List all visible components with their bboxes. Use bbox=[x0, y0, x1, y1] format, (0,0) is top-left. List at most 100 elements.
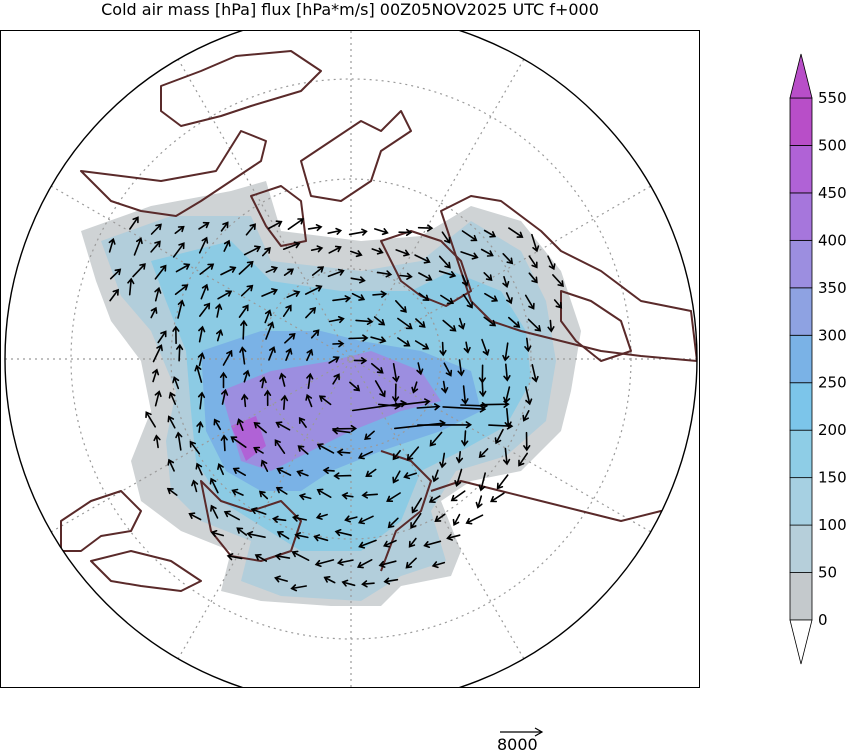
flux-vector bbox=[372, 290, 388, 298]
flux-vector bbox=[210, 530, 224, 537]
flux-vector bbox=[297, 445, 309, 455]
flux-vector bbox=[502, 276, 510, 288]
flux-vector bbox=[411, 381, 419, 394]
flux-vector bbox=[226, 553, 243, 561]
coastline-canada-archipelago bbox=[250, 185, 307, 247]
flux-vector bbox=[284, 332, 296, 344]
flux-vector bbox=[408, 537, 417, 548]
flux-vector bbox=[327, 268, 345, 278]
flux-vector bbox=[479, 381, 487, 398]
flux-vector bbox=[250, 507, 267, 515]
flux-vector bbox=[508, 227, 524, 238]
flux-vector bbox=[194, 364, 203, 383]
flux-vector bbox=[398, 228, 413, 236]
colorbar-extend-max bbox=[789, 53, 813, 99]
flux-vector bbox=[452, 513, 461, 526]
flux-vector bbox=[417, 421, 473, 429]
flux-vector bbox=[333, 472, 352, 480]
flux-vector bbox=[276, 467, 292, 476]
flux-vector bbox=[285, 347, 293, 361]
flux-vector bbox=[231, 488, 244, 496]
flux-vector bbox=[253, 446, 264, 454]
flux-vector bbox=[446, 533, 461, 541]
flux-vector bbox=[475, 495, 483, 509]
coastline-north-america bbox=[160, 50, 322, 127]
flux-vector bbox=[417, 224, 434, 232]
flux-vector bbox=[199, 302, 211, 317]
latitude-ring bbox=[170, 178, 532, 540]
flux-vector bbox=[153, 434, 161, 449]
flux-vector bbox=[177, 299, 185, 319]
flux-vector bbox=[294, 532, 309, 540]
flux-vector bbox=[323, 576, 336, 584]
flux-vector bbox=[490, 492, 505, 503]
flux-vector bbox=[322, 466, 335, 475]
flux-vector bbox=[378, 560, 397, 568]
flux-vector bbox=[358, 539, 377, 549]
flux-vector bbox=[195, 462, 203, 476]
flux-vector bbox=[371, 362, 384, 374]
flux-vector bbox=[253, 421, 267, 434]
flux-vector bbox=[296, 469, 309, 477]
meridian-line bbox=[50, 185, 652, 533]
flux-vector bbox=[166, 487, 178, 496]
flux-vector bbox=[496, 474, 509, 490]
colorbar-tick-label: 450 bbox=[818, 184, 847, 202]
flux-vector bbox=[455, 451, 464, 464]
flux-vector bbox=[196, 420, 204, 433]
flux-vector bbox=[524, 337, 532, 353]
flux-vector bbox=[243, 369, 251, 383]
flux-vector bbox=[411, 497, 422, 514]
flux-vector bbox=[292, 514, 307, 522]
flux-vector bbox=[215, 303, 223, 318]
flux-vector bbox=[191, 479, 199, 493]
flux-vector bbox=[410, 512, 422, 529]
flux-vector bbox=[395, 300, 407, 313]
flux-vector bbox=[172, 325, 180, 345]
flux-vector bbox=[275, 486, 288, 495]
flux-vector bbox=[350, 250, 363, 258]
colorbar-band bbox=[789, 429, 813, 479]
flux-vector bbox=[349, 381, 361, 392]
flux-vector bbox=[357, 450, 373, 460]
flux-vector bbox=[415, 318, 426, 328]
flux-vector bbox=[280, 394, 289, 410]
flux-vector bbox=[199, 263, 215, 275]
flux-vector bbox=[383, 577, 399, 585]
flux-vector bbox=[152, 368, 160, 383]
flux-vector bbox=[246, 531, 266, 539]
flux-vector bbox=[174, 284, 189, 296]
flux-vector bbox=[518, 452, 528, 467]
flux-vector bbox=[484, 292, 499, 302]
flux-vector bbox=[434, 513, 446, 522]
flux-vector bbox=[213, 418, 222, 431]
flux-vector bbox=[353, 357, 368, 365]
map-title: Cold air mass [hPa] flux [hPa*m/s] 00Z05… bbox=[101, 0, 599, 19]
meridian-line bbox=[177, 58, 525, 660]
flux-vector bbox=[318, 395, 332, 406]
flux-vector bbox=[460, 251, 479, 260]
flux-vector bbox=[236, 527, 248, 536]
flux-vector bbox=[522, 410, 530, 422]
latitude-ring bbox=[260, 268, 442, 450]
flux-vector bbox=[127, 277, 135, 296]
flux-vector bbox=[462, 293, 473, 309]
flux-vector bbox=[344, 515, 358, 523]
flux-vector bbox=[198, 325, 206, 343]
flux-vector bbox=[458, 317, 466, 330]
colorbar-band bbox=[789, 97, 813, 146]
flux-vector bbox=[238, 260, 254, 275]
flux-vector bbox=[414, 340, 430, 350]
flux-vector bbox=[416, 403, 441, 411]
flux-vector bbox=[531, 364, 539, 383]
flux-vector bbox=[355, 317, 374, 325]
colorbar: 0 50 100 150 200 250 300 350 400 450 500 550 bbox=[789, 53, 847, 665]
meridian-line bbox=[50, 185, 652, 533]
flux-vector bbox=[152, 344, 163, 363]
flux-vector bbox=[351, 292, 366, 301]
flux-vector bbox=[395, 249, 411, 257]
flux-vector bbox=[336, 558, 354, 566]
flux-vector bbox=[154, 390, 162, 407]
flux-vector bbox=[200, 283, 209, 300]
colorbar-tick-label: 50 bbox=[818, 564, 837, 582]
